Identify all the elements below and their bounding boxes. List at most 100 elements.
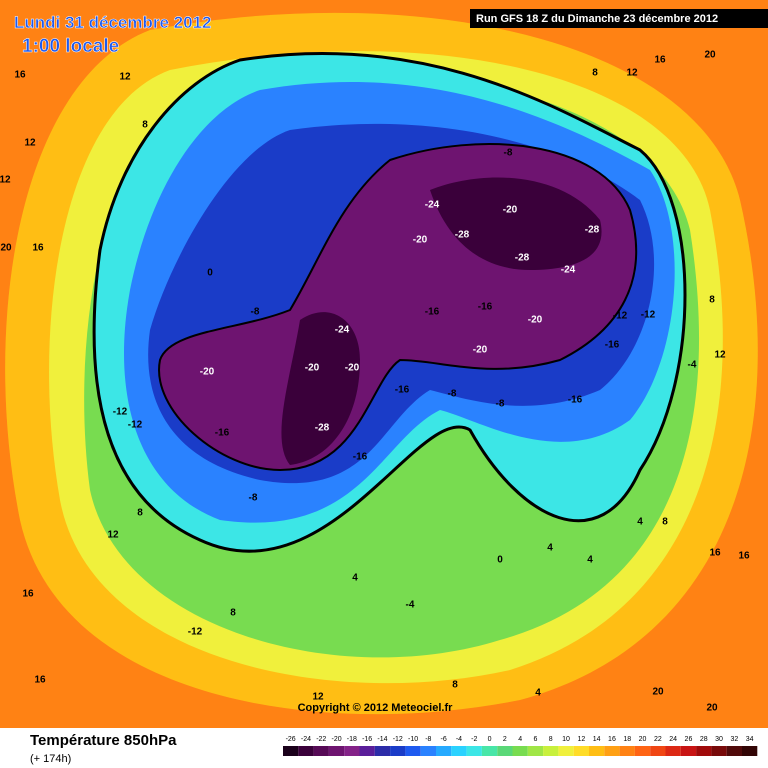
isotherm-label: 16 <box>709 548 721 559</box>
isotherm-label: -24 <box>425 200 440 211</box>
isotherm-label: -8 <box>251 307 260 318</box>
colorbar-label: 8 <box>549 736 553 743</box>
time-text: 1:00 locale <box>22 36 119 57</box>
colorbar-swatch <box>390 746 406 756</box>
colorbar-swatch <box>543 746 559 756</box>
colorbar-label: 26 <box>685 736 693 743</box>
colorbar-label: 12 <box>577 736 585 743</box>
run-banner <box>470 9 768 28</box>
colorbar-swatch <box>344 746 360 756</box>
isotherm-label: 8 <box>709 295 715 306</box>
isotherm-label: -4 <box>688 360 697 371</box>
colorbar-label: -20 <box>331 736 341 743</box>
colorbar-label: -14 <box>377 736 387 743</box>
isotherm-label: 4 <box>535 688 541 699</box>
colorbar-swatch <box>634 746 651 756</box>
colorbar-swatch <box>650 746 666 756</box>
colorbar-swatch <box>497 746 513 756</box>
colorbar-swatch <box>527 746 544 756</box>
isotherm-label: 12 <box>119 72 131 83</box>
colorbar-swatch <box>481 746 498 756</box>
colorbar-swatch <box>374 746 391 756</box>
colorbar-label: 0 <box>488 736 492 743</box>
isotherm-label: 12 <box>312 692 324 703</box>
isotherm-label: -20 <box>200 367 215 378</box>
isotherm-label: -20 <box>305 363 320 374</box>
colorbar: -26 -24 -22 -20 -18 -16 -14 -12 -10 -8 -6 -4 -2 0 2 4 6 8… <box>283 736 758 756</box>
colorbar-swatch <box>466 746 482 756</box>
colorbar-swatch <box>680 746 697 756</box>
colorbar-label: -22 <box>316 736 326 743</box>
colorbar-swatch <box>451 746 467 756</box>
isotherm-label: 16 <box>22 589 34 600</box>
isotherm-label: 8 <box>592 68 598 79</box>
colorbar-swatch <box>619 746 635 756</box>
colorbar-swatch <box>589 746 605 756</box>
isotherm-label: 4 <box>352 573 358 584</box>
colorbar-swatch <box>512 746 528 756</box>
isotherm-label: -16 <box>478 302 493 313</box>
isotherm-label: -28 <box>455 230 470 241</box>
isotherm-label: -16 <box>425 307 440 318</box>
colorbar-swatch <box>313 746 329 756</box>
isotherm-label: 20 <box>0 243 12 254</box>
colorbar-label: 28 <box>700 736 708 743</box>
isotherm-label: -28 <box>585 225 600 236</box>
isotherm-label: 20 <box>704 50 716 61</box>
isotherm-label: -8 <box>249 493 258 504</box>
colorbar-label: -8 <box>425 736 431 743</box>
isotherm-label: 4 <box>547 543 553 554</box>
isotherm-label: -4 <box>406 600 415 611</box>
colorbar-swatch <box>436 746 452 756</box>
colorbar-label: -26 <box>286 736 296 743</box>
isotherm-label: 16 <box>14 70 26 81</box>
colorbar-label: 6 <box>533 736 537 743</box>
colorbar-swatch <box>665 746 681 756</box>
isotherm-label: 20 <box>652 687 664 698</box>
colorbar-swatch <box>420 746 436 756</box>
colorbar-label: 22 <box>654 736 662 743</box>
colorbar-label: -24 <box>301 736 311 743</box>
isotherm-label: 16 <box>32 243 44 254</box>
isotherm-label: -16 <box>215 428 230 439</box>
isotherm-label: -12 <box>188 627 203 638</box>
colorbar-swatch <box>742 746 758 756</box>
contour-0 <box>92 51 687 553</box>
isotherm-label: -24 <box>561 265 576 276</box>
isotherm-label: 12 <box>714 350 726 361</box>
isotherm-label: -16 <box>605 340 620 351</box>
legend-lead: (+ 174h) <box>30 753 71 765</box>
isotherm-label: 12 <box>24 138 36 149</box>
isotherm-label: 8 <box>452 680 458 691</box>
isotherm-label: 0 <box>497 555 503 566</box>
isotherm-label: -8 <box>448 389 457 400</box>
isotherm-label: -16 <box>568 395 583 406</box>
colorbar-label: 34 <box>746 736 754 743</box>
isotherm-label: -8 <box>504 148 513 159</box>
isotherm-label: 8 <box>137 508 143 519</box>
colorbar-label: 2 <box>503 736 507 743</box>
colorbar-swatch <box>359 746 375 756</box>
isotherm-label: -12 <box>128 420 143 431</box>
isotherm-label: -16 <box>395 385 410 396</box>
isotherm-label: -20 <box>413 235 428 246</box>
legend-title: Température 850hPa <box>30 732 177 749</box>
isotherm-label: -28 <box>315 423 330 434</box>
isotherm-label: -28 <box>515 253 530 264</box>
colorbar-label: 20 <box>639 736 647 743</box>
isotherm-label: -12 <box>613 311 628 322</box>
isotherm-label: 8 <box>662 517 668 528</box>
isotherm-label: 20 <box>706 703 718 714</box>
colorbar-label: 4 <box>518 736 522 743</box>
isotherm-label: -12 <box>113 407 128 418</box>
isotherm-label: -8 <box>496 399 505 410</box>
colorbar-label: 30 <box>715 736 723 743</box>
colorbar-label: -16 <box>362 736 372 743</box>
isotherm-label: -16 <box>353 452 368 463</box>
isotherm-label: 0 <box>207 268 213 279</box>
colorbar-label: 24 <box>669 736 677 743</box>
isotherm-label: -20 <box>528 315 543 326</box>
colorbar-label: 16 <box>608 736 616 743</box>
outer-zone <box>0 0 768 728</box>
